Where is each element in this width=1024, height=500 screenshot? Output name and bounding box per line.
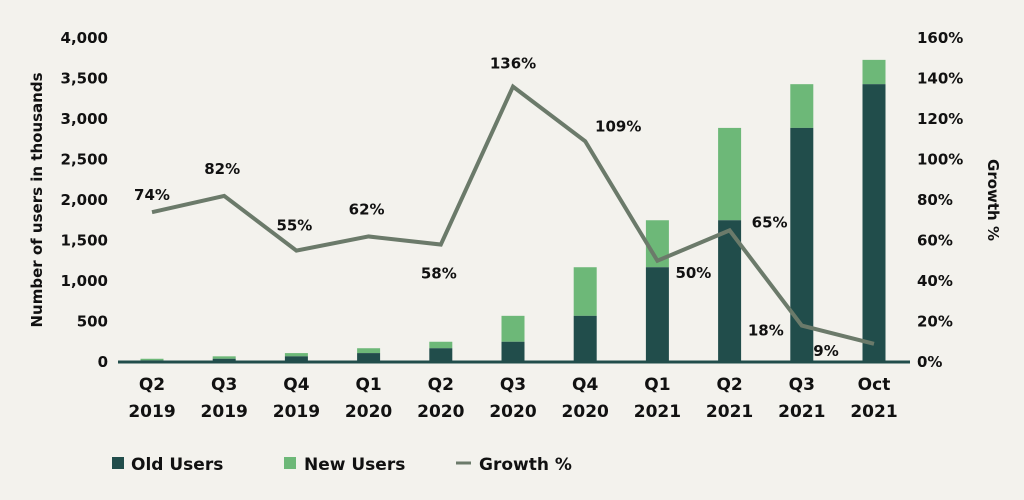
- left-axis-tick-label: 1,000: [61, 272, 108, 290]
- right-axis-tick-label: 60%: [917, 232, 953, 250]
- legend-label-new-users: New Users: [304, 455, 405, 475]
- right-axis-tick-label: 100%: [917, 151, 963, 169]
- bar-old-users: [212, 358, 236, 362]
- bar-new-users: [212, 356, 236, 359]
- legend-swatch-new-users: [284, 457, 296, 469]
- bars: [140, 59, 886, 363]
- growth-data-label: 9%: [813, 342, 838, 360]
- right-axis-tick-label: 40%: [917, 272, 953, 290]
- growth-data-label: 62%: [349, 200, 385, 218]
- bar-new-users: [790, 84, 814, 128]
- bar-old-users: [284, 356, 308, 362]
- growth-data-label: 136%: [490, 55, 536, 73]
- right-axis-ticks: 0% 20% 40% 60% 80% 100% 120% 140% 160%: [917, 29, 963, 371]
- bar-new-users: [573, 267, 597, 316]
- bar-new-users: [645, 220, 669, 268]
- bar-old-users: [501, 341, 525, 362]
- growth-data-label: 82%: [204, 160, 240, 178]
- left-axis-tick-label: 2,000: [61, 191, 108, 209]
- bar-old-users: [429, 348, 453, 362]
- x-tick-label-period: Q1: [355, 375, 381, 395]
- left-axis-title: Number of users in thousands: [28, 72, 46, 327]
- x-tick-label-period: Oct: [858, 375, 891, 395]
- x-tick-label-year: 2020: [489, 402, 536, 422]
- bar-new-users: [718, 127, 742, 221]
- growth-data-label: 18%: [748, 322, 784, 340]
- x-tick-label-year: 2021: [778, 402, 825, 422]
- right-axis-tick-label: 20%: [917, 313, 953, 331]
- x-tick-label-period: Q3: [789, 375, 815, 395]
- bar-old-users: [645, 267, 669, 362]
- bar-old-users: [357, 353, 381, 362]
- x-tick-label-year: 2019: [128, 402, 175, 422]
- growth-data-label: 74%: [134, 186, 170, 204]
- x-axis-ticks: Q2 2019 Q3 2019 Q4 2019 Q1 2020 Q2 2020 Q3 2020 Q4 20…: [128, 375, 897, 422]
- bar-old-users: [790, 127, 814, 362]
- bar-old-users: [718, 220, 742, 362]
- x-tick-label-year: 2019: [273, 402, 320, 422]
- x-tick-label-year: 2021: [850, 402, 897, 422]
- bar-old-users: [862, 84, 886, 363]
- bar-new-users: [862, 59, 886, 85]
- x-tick-label-year: 2021: [634, 402, 681, 422]
- x-tick-label-period: Q4: [283, 375, 309, 395]
- bar-old-users: [573, 315, 597, 362]
- bar-new-users: [501, 315, 525, 342]
- growth-data-label: 109%: [595, 117, 641, 135]
- bar-new-users: [429, 341, 453, 349]
- right-axis-title: Growth %: [984, 159, 1002, 241]
- x-tick-label-period: Q3: [500, 375, 526, 395]
- legend-label-growth: Growth %: [479, 455, 572, 475]
- growth-data-label: 58%: [421, 265, 457, 283]
- right-axis-tick-label: 160%: [917, 29, 963, 47]
- x-tick-label-year: 2020: [345, 402, 392, 422]
- growth-data-label: 55%: [276, 217, 312, 235]
- right-axis-tick-label: 80%: [917, 191, 953, 209]
- x-tick-label-year: 2021: [706, 402, 753, 422]
- x-tick-label-year: 2020: [417, 402, 464, 422]
- x-tick-label-year: 2019: [201, 402, 248, 422]
- legend-swatch-old-users: [112, 457, 124, 469]
- x-tick-label-period: Q2: [428, 375, 454, 395]
- x-tick-label-year: 2020: [562, 402, 609, 422]
- x-tick-label-period: Q2: [716, 375, 742, 395]
- bar-new-users: [140, 358, 164, 361]
- bar-new-users: [357, 348, 381, 354]
- left-axis-ticks: 0 500 1,000 1,500 2,000 2,500 3,000 3,500 4,000: [61, 29, 108, 371]
- x-tick-label-period: Q4: [572, 375, 598, 395]
- left-axis-tick-label: 3,500: [61, 70, 108, 88]
- right-axis-tick-label: 0%: [917, 353, 942, 371]
- bar-new-users: [284, 353, 308, 357]
- legend: Old Users New Users Growth %: [112, 455, 572, 475]
- legend-label-old-users: Old Users: [131, 455, 223, 475]
- growth-data-labels: 74% 82% 55% 62% 58% 136% 109% 50% 65% 18% 9%: [134, 55, 839, 360]
- left-axis-tick-label: 500: [77, 313, 108, 331]
- left-axis-tick-label: 4,000: [61, 29, 108, 47]
- x-tick-label-period: Q2: [139, 375, 165, 395]
- growth-data-label: 65%: [752, 213, 788, 231]
- growth-data-label: 50%: [675, 264, 711, 282]
- x-tick-label-period: Q3: [211, 375, 237, 395]
- x-tick-label-period: Q1: [644, 375, 670, 395]
- left-axis-tick-label: 3,000: [61, 110, 108, 128]
- growth-line: [151, 83, 875, 346]
- left-axis-tick-label: 1,500: [61, 232, 108, 250]
- left-axis-tick-label: 2,500: [61, 151, 108, 169]
- right-axis-tick-label: 120%: [917, 110, 963, 128]
- right-axis-tick-label: 140%: [917, 70, 963, 88]
- left-axis-tick-label: 0: [98, 353, 108, 371]
